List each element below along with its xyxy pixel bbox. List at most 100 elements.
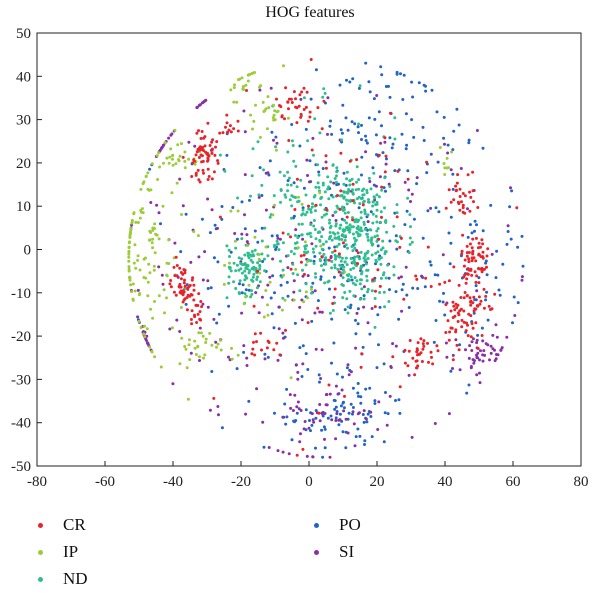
point-ip xyxy=(148,238,152,242)
point-po xyxy=(411,95,415,99)
point-nd xyxy=(355,230,359,234)
point-nd xyxy=(344,243,348,247)
point-cr xyxy=(415,277,419,281)
point-si xyxy=(267,446,271,449)
point-po xyxy=(360,123,363,127)
point-si xyxy=(493,348,496,352)
point-cr xyxy=(399,236,403,240)
point-ip xyxy=(219,348,223,352)
point-si xyxy=(445,355,449,359)
point-po xyxy=(401,98,405,101)
point-nd xyxy=(410,240,414,244)
point-nd xyxy=(384,250,388,254)
point-cr xyxy=(253,353,257,357)
point-po xyxy=(356,307,360,311)
point-si xyxy=(243,173,247,177)
point-ip xyxy=(128,231,132,235)
point-cr xyxy=(465,254,469,258)
point-nd xyxy=(388,185,392,188)
point-nd xyxy=(247,271,251,275)
point-ip xyxy=(257,253,261,256)
point-cr xyxy=(480,238,484,242)
point-nd xyxy=(384,276,388,280)
point-nd xyxy=(290,204,294,208)
point-cr xyxy=(322,99,326,103)
point-po xyxy=(407,306,411,309)
point-si xyxy=(370,307,374,310)
point-si xyxy=(475,338,479,342)
point-nd xyxy=(319,197,323,200)
point-nd xyxy=(373,297,377,300)
point-nd xyxy=(335,245,339,248)
point-nd xyxy=(317,173,321,177)
point-ip xyxy=(180,336,184,340)
point-si xyxy=(217,413,220,417)
point-nd xyxy=(243,253,247,257)
point-ip xyxy=(271,116,275,120)
point-nd xyxy=(366,213,370,217)
point-cr xyxy=(293,208,297,211)
point-nd xyxy=(333,263,337,267)
point-po xyxy=(405,209,409,213)
point-nd xyxy=(357,187,361,191)
point-po xyxy=(376,313,380,317)
point-ip xyxy=(250,71,254,75)
point-nd xyxy=(304,193,308,197)
point-si xyxy=(484,342,488,346)
point-nd xyxy=(318,239,322,243)
point-ip xyxy=(230,357,234,361)
point-si xyxy=(313,311,317,315)
point-ip xyxy=(229,209,233,213)
point-ip xyxy=(438,146,442,149)
point-cr xyxy=(190,175,194,178)
point-po xyxy=(318,380,321,384)
point-cr xyxy=(455,188,458,192)
point-cr xyxy=(225,113,229,117)
point-cr xyxy=(476,246,480,250)
point-si xyxy=(298,440,302,444)
point-si xyxy=(306,174,309,177)
point-nd xyxy=(320,215,324,219)
point-cr xyxy=(174,255,178,259)
point-po xyxy=(393,211,397,215)
point-si xyxy=(301,362,305,366)
point-nd xyxy=(256,275,259,279)
point-po xyxy=(477,276,481,280)
point-ip xyxy=(129,283,133,287)
point-ip xyxy=(240,76,244,80)
point-cr xyxy=(182,281,186,285)
point-si xyxy=(167,136,171,140)
point-po xyxy=(357,86,361,90)
point-nd xyxy=(312,250,316,254)
point-nd xyxy=(245,267,249,271)
point-si xyxy=(282,415,286,419)
point-nd xyxy=(287,176,291,180)
point-ip xyxy=(165,296,168,300)
point-ip xyxy=(150,162,154,166)
point-si xyxy=(478,358,481,362)
point-po xyxy=(473,229,476,233)
point-ip xyxy=(272,103,275,107)
point-si xyxy=(368,180,372,183)
point-po xyxy=(412,217,416,221)
point-ip xyxy=(146,171,150,175)
point-ip xyxy=(155,233,159,237)
point-ip xyxy=(236,353,240,357)
point-cr xyxy=(225,121,229,125)
point-nd xyxy=(253,248,257,252)
point-po xyxy=(261,260,265,263)
point-si xyxy=(397,276,401,280)
point-po xyxy=(426,209,430,213)
point-nd xyxy=(322,252,326,256)
point-nd xyxy=(339,194,342,198)
point-cr xyxy=(228,124,232,128)
point-po xyxy=(225,153,229,157)
point-cr xyxy=(436,349,440,353)
point-po xyxy=(442,291,445,295)
point-cr xyxy=(338,207,342,211)
point-po xyxy=(341,375,344,379)
point-ip xyxy=(193,162,197,166)
point-si xyxy=(471,358,475,362)
point-po xyxy=(300,375,304,378)
point-si xyxy=(391,342,395,346)
